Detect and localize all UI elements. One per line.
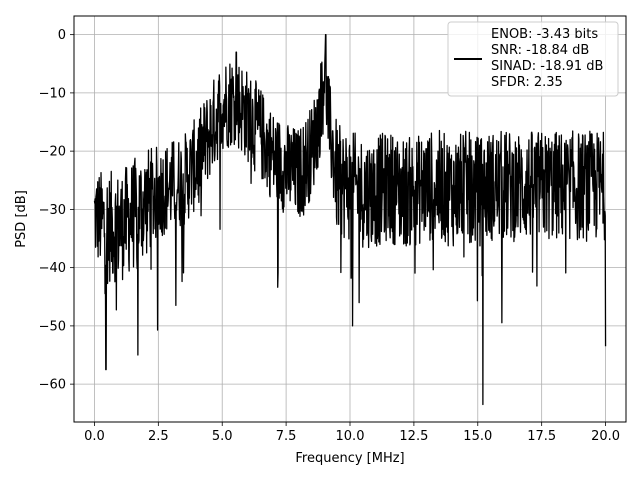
- x-tick-label: 5.0: [212, 429, 233, 444]
- legend-line-sfdr: SFDR: 2.35: [491, 75, 563, 90]
- x-tick-label: 20.0: [591, 429, 620, 444]
- x-tick-label: 7.5: [276, 429, 297, 444]
- x-tick-label: 12.5: [399, 429, 428, 444]
- x-tick-label: 17.5: [527, 429, 556, 444]
- y-tick-label: −10: [39, 86, 66, 101]
- x-tick-label: 2.5: [148, 429, 169, 444]
- y-axis-ticks: 0 −10 −20 −30 −40 −50 −60: [39, 28, 74, 393]
- x-axis-ticks: 0.0 2.5 5.0 7.5 10.0 12.5 15.0 17.5 20.0: [84, 422, 620, 444]
- x-axis-label: Frequency [MHz]: [295, 451, 404, 466]
- y-tick-label: −30: [39, 203, 66, 218]
- x-tick-label: 15.0: [463, 429, 492, 444]
- y-tick-label: −60: [39, 378, 66, 393]
- series-psd-line: [93, 33, 607, 406]
- legend-line-sinad: SINAD: -18.91 dB: [491, 59, 603, 74]
- legend-box: [447, 21, 619, 97]
- y-tick-label: −50: [39, 319, 66, 334]
- legend-line-snr: SNR: -18.84 dB: [491, 43, 589, 58]
- y-axis-label: PSD [dB]: [14, 190, 29, 248]
- y-tick-label: 0: [58, 28, 66, 43]
- x-tick-label: 10.0: [336, 429, 365, 444]
- legend-line-enob: ENOB: -3.43 bits: [491, 27, 598, 42]
- y-tick-label: −40: [39, 261, 66, 276]
- y-tick-label: −20: [39, 145, 66, 160]
- plot-area: [93, 33, 607, 406]
- x-tick-label: 0.0: [84, 429, 105, 444]
- legend: ENOB: -3.43 bits SNR: -18.84 dB SINAD: -…: [447, 21, 619, 97]
